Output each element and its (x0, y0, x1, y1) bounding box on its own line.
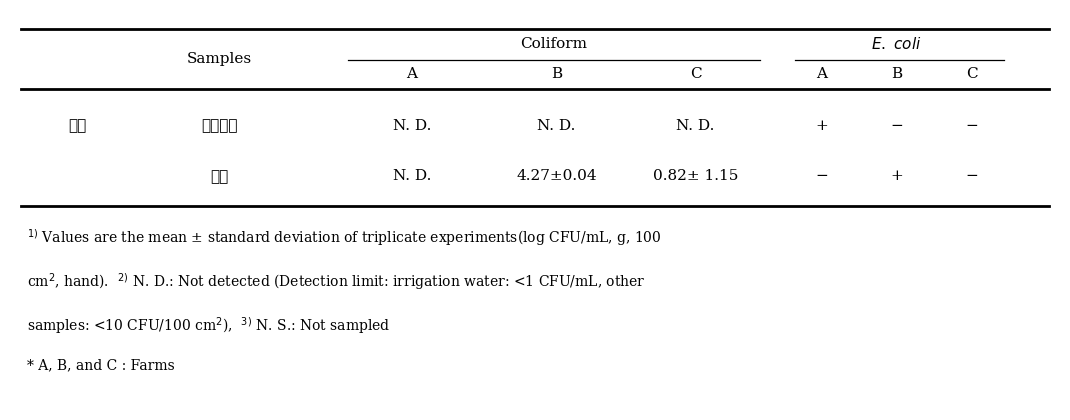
Text: N. D.: N. D. (537, 119, 576, 133)
Text: 4.27±0.04: 4.27±0.04 (516, 169, 597, 184)
Text: cm$^{2}$, hand).  $^{2)}$ N. D.: Not detected (Detection limit: irrigation water: cm$^{2}$, hand). $^{2)}$ N. D.: Not dete… (27, 271, 645, 292)
Text: B: B (551, 66, 562, 81)
Text: N. D.: N. D. (393, 169, 431, 184)
Text: −: − (890, 119, 903, 133)
Text: * A, B, and C : Farms: * A, B, and C : Farms (27, 358, 174, 373)
Text: 재배: 재배 (67, 118, 87, 134)
Text: C: C (690, 66, 701, 81)
Text: +: + (890, 169, 903, 184)
Text: −: − (815, 169, 828, 184)
Text: C: C (966, 66, 977, 81)
Text: $^{1)}$ Values are the mean ± standard deviation of triplicate experiments(log C: $^{1)}$ Values are the mean ± standard d… (27, 227, 661, 248)
Text: −: − (965, 119, 978, 133)
Text: −: − (965, 169, 978, 184)
Text: +: + (815, 119, 828, 133)
Text: 관개용수: 관개용수 (201, 118, 238, 134)
Text: 0.82± 1.15: 0.82± 1.15 (653, 169, 738, 184)
Text: A: A (816, 66, 827, 81)
Text: Samples: Samples (187, 52, 251, 66)
Text: N. D.: N. D. (393, 119, 431, 133)
Text: samples: <10 CFU/100 cm$^{2}$),  $^{3)}$ N. S.: Not sampled: samples: <10 CFU/100 cm$^{2}$), $^{3)}$ … (27, 315, 391, 336)
Text: N. D.: N. D. (676, 119, 715, 133)
Text: $\it{E.\ coli}$: $\it{E.\ coli}$ (871, 36, 922, 52)
Text: B: B (891, 66, 902, 81)
Text: A: A (407, 66, 417, 81)
Text: 상토: 상토 (210, 169, 229, 184)
Text: Coliform: Coliform (520, 37, 587, 51)
